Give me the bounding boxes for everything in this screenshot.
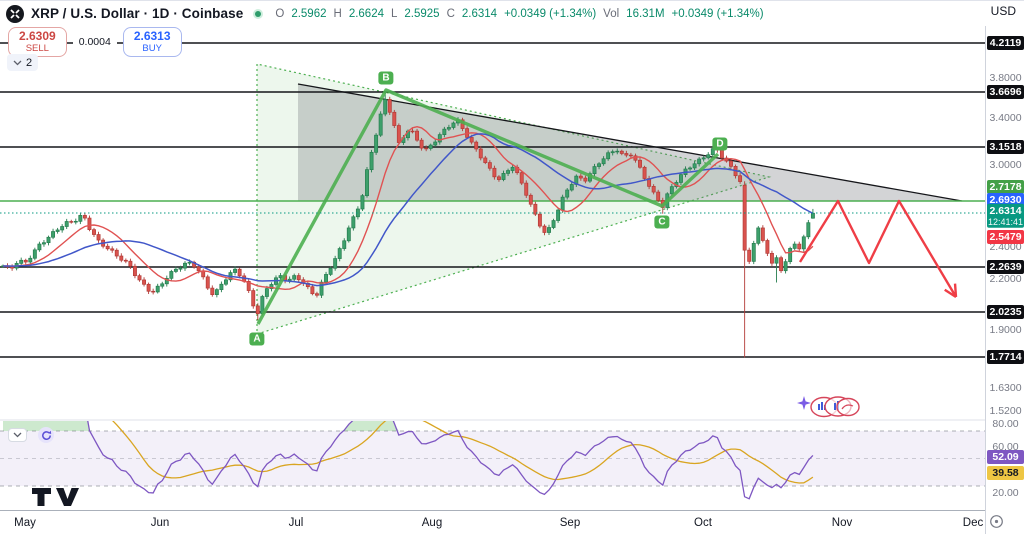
month-label: Dec	[962, 517, 984, 529]
price-tick: 1.5200	[989, 405, 1022, 417]
ohlc-value: 2.6314	[461, 7, 498, 20]
month-label: Nov	[831, 517, 853, 529]
rsi-ma-line	[112, 421, 814, 484]
price-tick: 3.4000	[989, 112, 1022, 124]
ohlc-key: O	[275, 7, 285, 20]
price-tick: 1.6300	[989, 382, 1022, 394]
forecast-zigzag[interactable]	[798, 199, 958, 298]
pattern-badges[interactable]	[796, 394, 862, 422]
ohlc-key: Vol	[603, 7, 620, 20]
top-divider	[0, 0, 1024, 1]
ohlc-key: H	[333, 7, 342, 20]
month-label: Jul	[288, 517, 304, 529]
last-price-countdown: 12:41:41	[987, 216, 1024, 227]
chevron-down-icon	[13, 60, 22, 65]
pattern-point-d[interactable]: D	[712, 137, 728, 151]
ma-fast-line	[3, 125, 814, 291]
ohlc-key: L	[391, 7, 398, 20]
price-label-pill: 2.6930	[987, 192, 1024, 208]
rsi-overbought-fill	[3, 421, 813, 431]
price-label-pill: 2.7178	[987, 179, 1024, 195]
candlestick-layer	[1, 90, 815, 358]
price-label-pill: 52.09	[987, 449, 1024, 465]
descending-trendline	[297, 83, 963, 202]
chart-toolbar: XRP / U.S. Dollar · 1D · Coinbase O 2.596…	[0, 1, 1024, 26]
forecast-arrowhead	[944, 288, 957, 299]
price-label-pill: 2.2639	[987, 259, 1024, 275]
ohlc-value: 2.6624	[348, 7, 384, 20]
timezone-icon[interactable]	[989, 514, 1004, 529]
main-pane[interactable]	[0, 42, 985, 358]
pattern-point-a[interactable]: A	[249, 332, 265, 346]
ohlc-value: 2.5925	[404, 7, 440, 20]
price-tick: 2.2000	[989, 273, 1022, 285]
sell-price: 2.6309	[19, 29, 56, 43]
price-tick: 1.9000	[989, 324, 1022, 336]
indicator-count: 2	[26, 56, 33, 69]
chevron-down-icon	[13, 432, 22, 438]
price-label-pill: 1.7714	[987, 349, 1024, 365]
price-label-pill: 39.58	[987, 465, 1024, 481]
order-panel: 2.6309 SELL 0.0004 2.6313 BUY	[8, 27, 182, 57]
symbol-title[interactable]: XRP / U.S. Dollar · 1D · Coinbase	[31, 6, 244, 21]
trend-line-abcd[interactable]	[256, 88, 720, 325]
price-label-pill: 2.5479	[987, 229, 1024, 245]
price-tick: 80.00	[992, 418, 1019, 430]
price-tick: 3.8000	[989, 72, 1022, 84]
ohlc-value: 2.5962	[291, 7, 327, 20]
market-status-icon[interactable]	[253, 8, 264, 19]
month-label: Jun	[150, 517, 170, 529]
rsi-pane[interactable]	[0, 397, 985, 500]
month-label: May	[14, 517, 36, 529]
pattern-point-b[interactable]: B	[378, 71, 394, 85]
buy-price: 2.6313	[133, 29, 171, 43]
rsi-refresh-icon[interactable]	[38, 427, 54, 443]
indicators-collapse-chip[interactable]: 2	[7, 54, 39, 71]
ohlc-value: 16.31M	[626, 7, 665, 20]
currency-label[interactable]: USD	[990, 4, 1016, 18]
price-tick: 20.00	[992, 487, 1019, 499]
month-label: Oct	[694, 517, 712, 529]
price-label-pill: 3.1518	[987, 139, 1024, 155]
rsi-collapse-chip[interactable]	[8, 428, 27, 442]
month-label: Sep	[559, 517, 581, 529]
ohlc-value: +0.0349 (+1.34%)	[504, 7, 597, 20]
sell-button[interactable]: 2.6309 SELL	[8, 27, 67, 57]
price-label-pill: 2.0235	[987, 304, 1024, 320]
month-label: Aug	[421, 517, 443, 529]
price-axis[interactable]: 3.8000 3.4000 3.0000 2.4000 2.2000 1.9000 1.63…	[985, 0, 1024, 534]
pattern-point-c[interactable]: C	[654, 215, 670, 229]
ohlc-legend: O 2.5962 H 2.6624 L 2.5925 C 2.6314 +0.0349 (+1.…	[275, 8, 763, 20]
price-label-pill: 4.2119	[987, 35, 1024, 51]
ohlc-value: +0.0349 (+1.34%)	[671, 7, 764, 20]
forecast-arrowhead	[953, 283, 958, 298]
sell-label: SELL	[25, 42, 49, 54]
price-tick: 3.0000	[989, 159, 1022, 171]
buy-button[interactable]: 2.6313 BUY	[122, 27, 182, 57]
price-label-pill: 2.6314 12:41:41	[987, 203, 1024, 229]
ohlc-key: C	[446, 7, 455, 20]
spread-value: 0.0004	[72, 33, 117, 50]
time-axis[interactable]: May Jun Jul Aug Sep Oct Nov Dec	[0, 510, 985, 534]
price-tick: 2.4000	[989, 241, 1022, 253]
rsi-line	[87, 421, 814, 500]
buy-label: BUY	[142, 42, 162, 54]
price-label-pill: 3.6696	[987, 84, 1024, 100]
xrp-logo-icon[interactable]	[6, 4, 24, 23]
price-chart-canvas[interactable]	[0, 0, 985, 534]
sparkle-icon	[797, 396, 811, 410]
tradingview-logo[interactable]	[30, 486, 82, 508]
ma-slow-line	[3, 133, 814, 287]
